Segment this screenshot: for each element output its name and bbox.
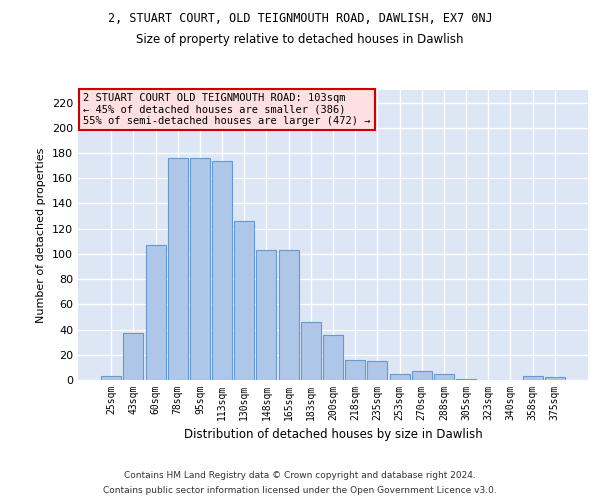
Bar [168,158,188,380]
Y-axis label: Number of detached properties: Number of detached properties [37,148,46,322]
Bar [256,250,277,380]
Bar [367,361,388,380]
Text: 2, STUART COURT, OLD TEIGNMOUTH ROAD, DAWLISH, EX7 0NJ: 2, STUART COURT, OLD TEIGNMOUTH ROAD, DA… [107,12,493,26]
Bar [124,334,143,380]
Bar [389,374,410,380]
Bar [212,160,232,380]
Bar [434,374,454,380]
Bar [545,378,565,380]
Text: Contains HM Land Registry data © Crown copyright and database right 2024.: Contains HM Land Registry data © Crown c… [124,471,476,480]
Bar [523,376,542,380]
Bar [146,245,166,380]
Bar [101,376,121,380]
Bar [456,378,476,380]
Bar [190,158,210,380]
Text: 2 STUART COURT OLD TEIGNMOUTH ROAD: 103sqm
← 45% of detached houses are smaller : 2 STUART COURT OLD TEIGNMOUTH ROAD: 103s… [83,93,371,126]
Text: Contains public sector information licensed under the Open Government Licence v3: Contains public sector information licen… [103,486,497,495]
Bar [234,221,254,380]
Bar [412,371,432,380]
Bar [323,334,343,380]
X-axis label: Distribution of detached houses by size in Dawlish: Distribution of detached houses by size … [184,428,482,442]
Bar [278,250,299,380]
Bar [345,360,365,380]
Text: Size of property relative to detached houses in Dawlish: Size of property relative to detached ho… [136,32,464,46]
Bar [301,322,321,380]
